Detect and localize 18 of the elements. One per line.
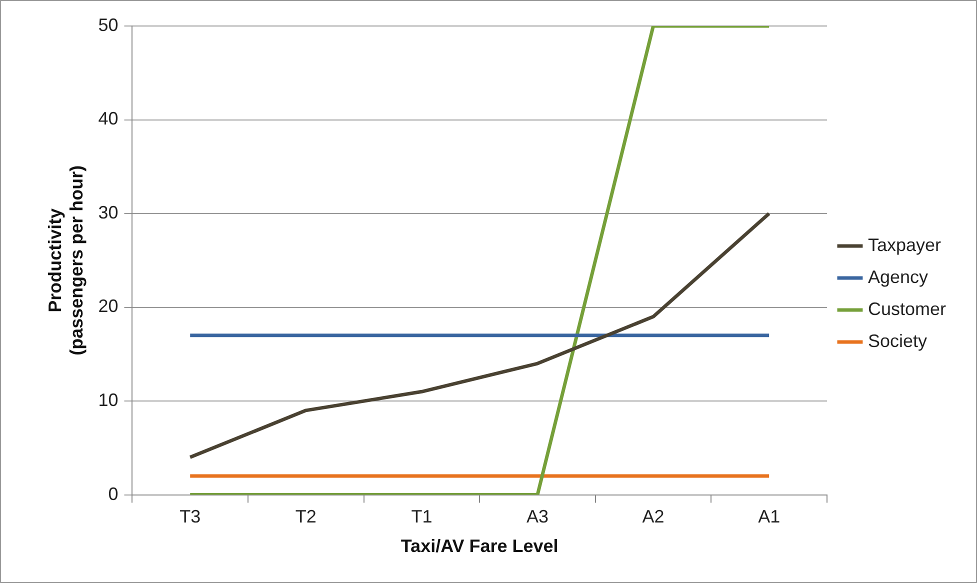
y-axis-title: Productivity (passengers per hour) (44, 165, 86, 356)
legend-label: Society (868, 330, 928, 351)
x-tick-label: A2 (642, 506, 664, 527)
y-tick-label: 50 (98, 14, 118, 35)
x-tick-label: T1 (411, 506, 432, 527)
x-axis-title: Taxi/AV Fare Level (400, 536, 558, 556)
y-tick-label: 30 (98, 202, 118, 222)
legend-label: Agency (868, 266, 928, 287)
y-tick-label: 10 (98, 390, 118, 410)
x-tick-label: T2 (295, 506, 316, 527)
legend-label: Customer (868, 298, 946, 319)
x-tick-label: T3 (180, 506, 201, 527)
y-tick-label: 40 (98, 108, 118, 129)
x-tick-label: A3 (526, 506, 549, 527)
y-tick-label: 0 (108, 484, 118, 504)
y-tick-label: 20 (98, 296, 118, 316)
legend-label: Taxpayer (868, 234, 942, 255)
x-tick-label: A1 (758, 506, 780, 527)
